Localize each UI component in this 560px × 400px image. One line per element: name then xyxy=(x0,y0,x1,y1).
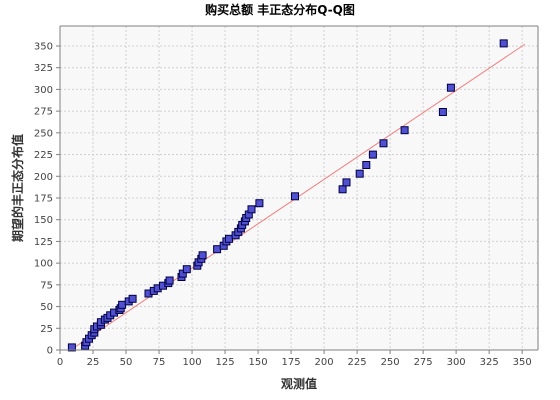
data-point xyxy=(118,300,127,309)
x-tick-label: 225 xyxy=(348,357,367,368)
data-point xyxy=(400,126,409,135)
data-point xyxy=(438,108,447,116)
data-point xyxy=(291,192,299,201)
data-point xyxy=(247,205,256,214)
x-tick-label: 75 xyxy=(153,357,166,368)
points-layer xyxy=(67,39,508,352)
x-tick-label: 200 xyxy=(315,357,334,368)
y-tick-label: 25 xyxy=(40,324,53,335)
data-point xyxy=(446,83,455,92)
y-tick-label: 300 xyxy=(34,85,53,96)
x-tick-label: 50 xyxy=(120,357,133,368)
x-tick-label: 175 xyxy=(282,357,301,368)
data-point xyxy=(499,39,508,48)
data-point xyxy=(198,251,207,260)
x-tick-label: 350 xyxy=(513,357,532,368)
chart-title: 购买总额 丰正态分布Q-Q图 xyxy=(205,2,355,17)
data-point xyxy=(368,150,377,159)
y-tick-label: 100 xyxy=(34,259,53,270)
data-point xyxy=(165,276,174,285)
y-tick-label: 150 xyxy=(34,215,53,226)
data-point xyxy=(67,343,76,352)
data-point xyxy=(379,139,388,148)
x-tick-label: 100 xyxy=(182,357,201,368)
data-point xyxy=(355,169,364,178)
y-tick-label: 225 xyxy=(34,150,53,161)
x-tick-label: 25 xyxy=(87,357,100,368)
y-tick-label: 250 xyxy=(34,128,53,139)
data-point xyxy=(182,265,191,274)
x-tick-label: 0 xyxy=(57,357,63,368)
y-tick-label: 125 xyxy=(34,237,53,248)
x-tick-label: 150 xyxy=(249,357,268,368)
y-axis-label: 期望的丰正态分布值 xyxy=(10,134,25,242)
y-tick-label: 325 xyxy=(34,63,53,74)
x-tick-label: 125 xyxy=(216,357,235,368)
y-tick-label: 0 xyxy=(47,346,53,357)
grid xyxy=(60,26,538,350)
axes: 0 25 50 75 100 125 150 175 200 225 250 275 300 325 350… xyxy=(34,25,539,368)
data-point xyxy=(362,161,371,169)
data-point xyxy=(128,294,137,303)
data-point xyxy=(338,185,347,194)
y-tick-label: 175 xyxy=(34,193,53,204)
x-tick-label: 275 xyxy=(414,357,433,368)
data-point xyxy=(255,199,264,208)
x-tick-label: 300 xyxy=(447,357,466,368)
x-axis-label: 观测值 xyxy=(281,376,317,391)
data-point xyxy=(213,245,222,254)
y-tick-label: 350 xyxy=(34,41,53,52)
data-point xyxy=(225,234,233,243)
y-tick-label: 275 xyxy=(34,107,53,118)
x-tick-label: 250 xyxy=(381,357,400,368)
data-point xyxy=(342,178,351,187)
y-tick-label: 50 xyxy=(40,302,53,313)
y-tick-label: 200 xyxy=(34,172,53,183)
x-tick-label: 325 xyxy=(480,357,499,368)
plot-area xyxy=(60,26,538,350)
y-tick-label: 75 xyxy=(40,280,53,291)
